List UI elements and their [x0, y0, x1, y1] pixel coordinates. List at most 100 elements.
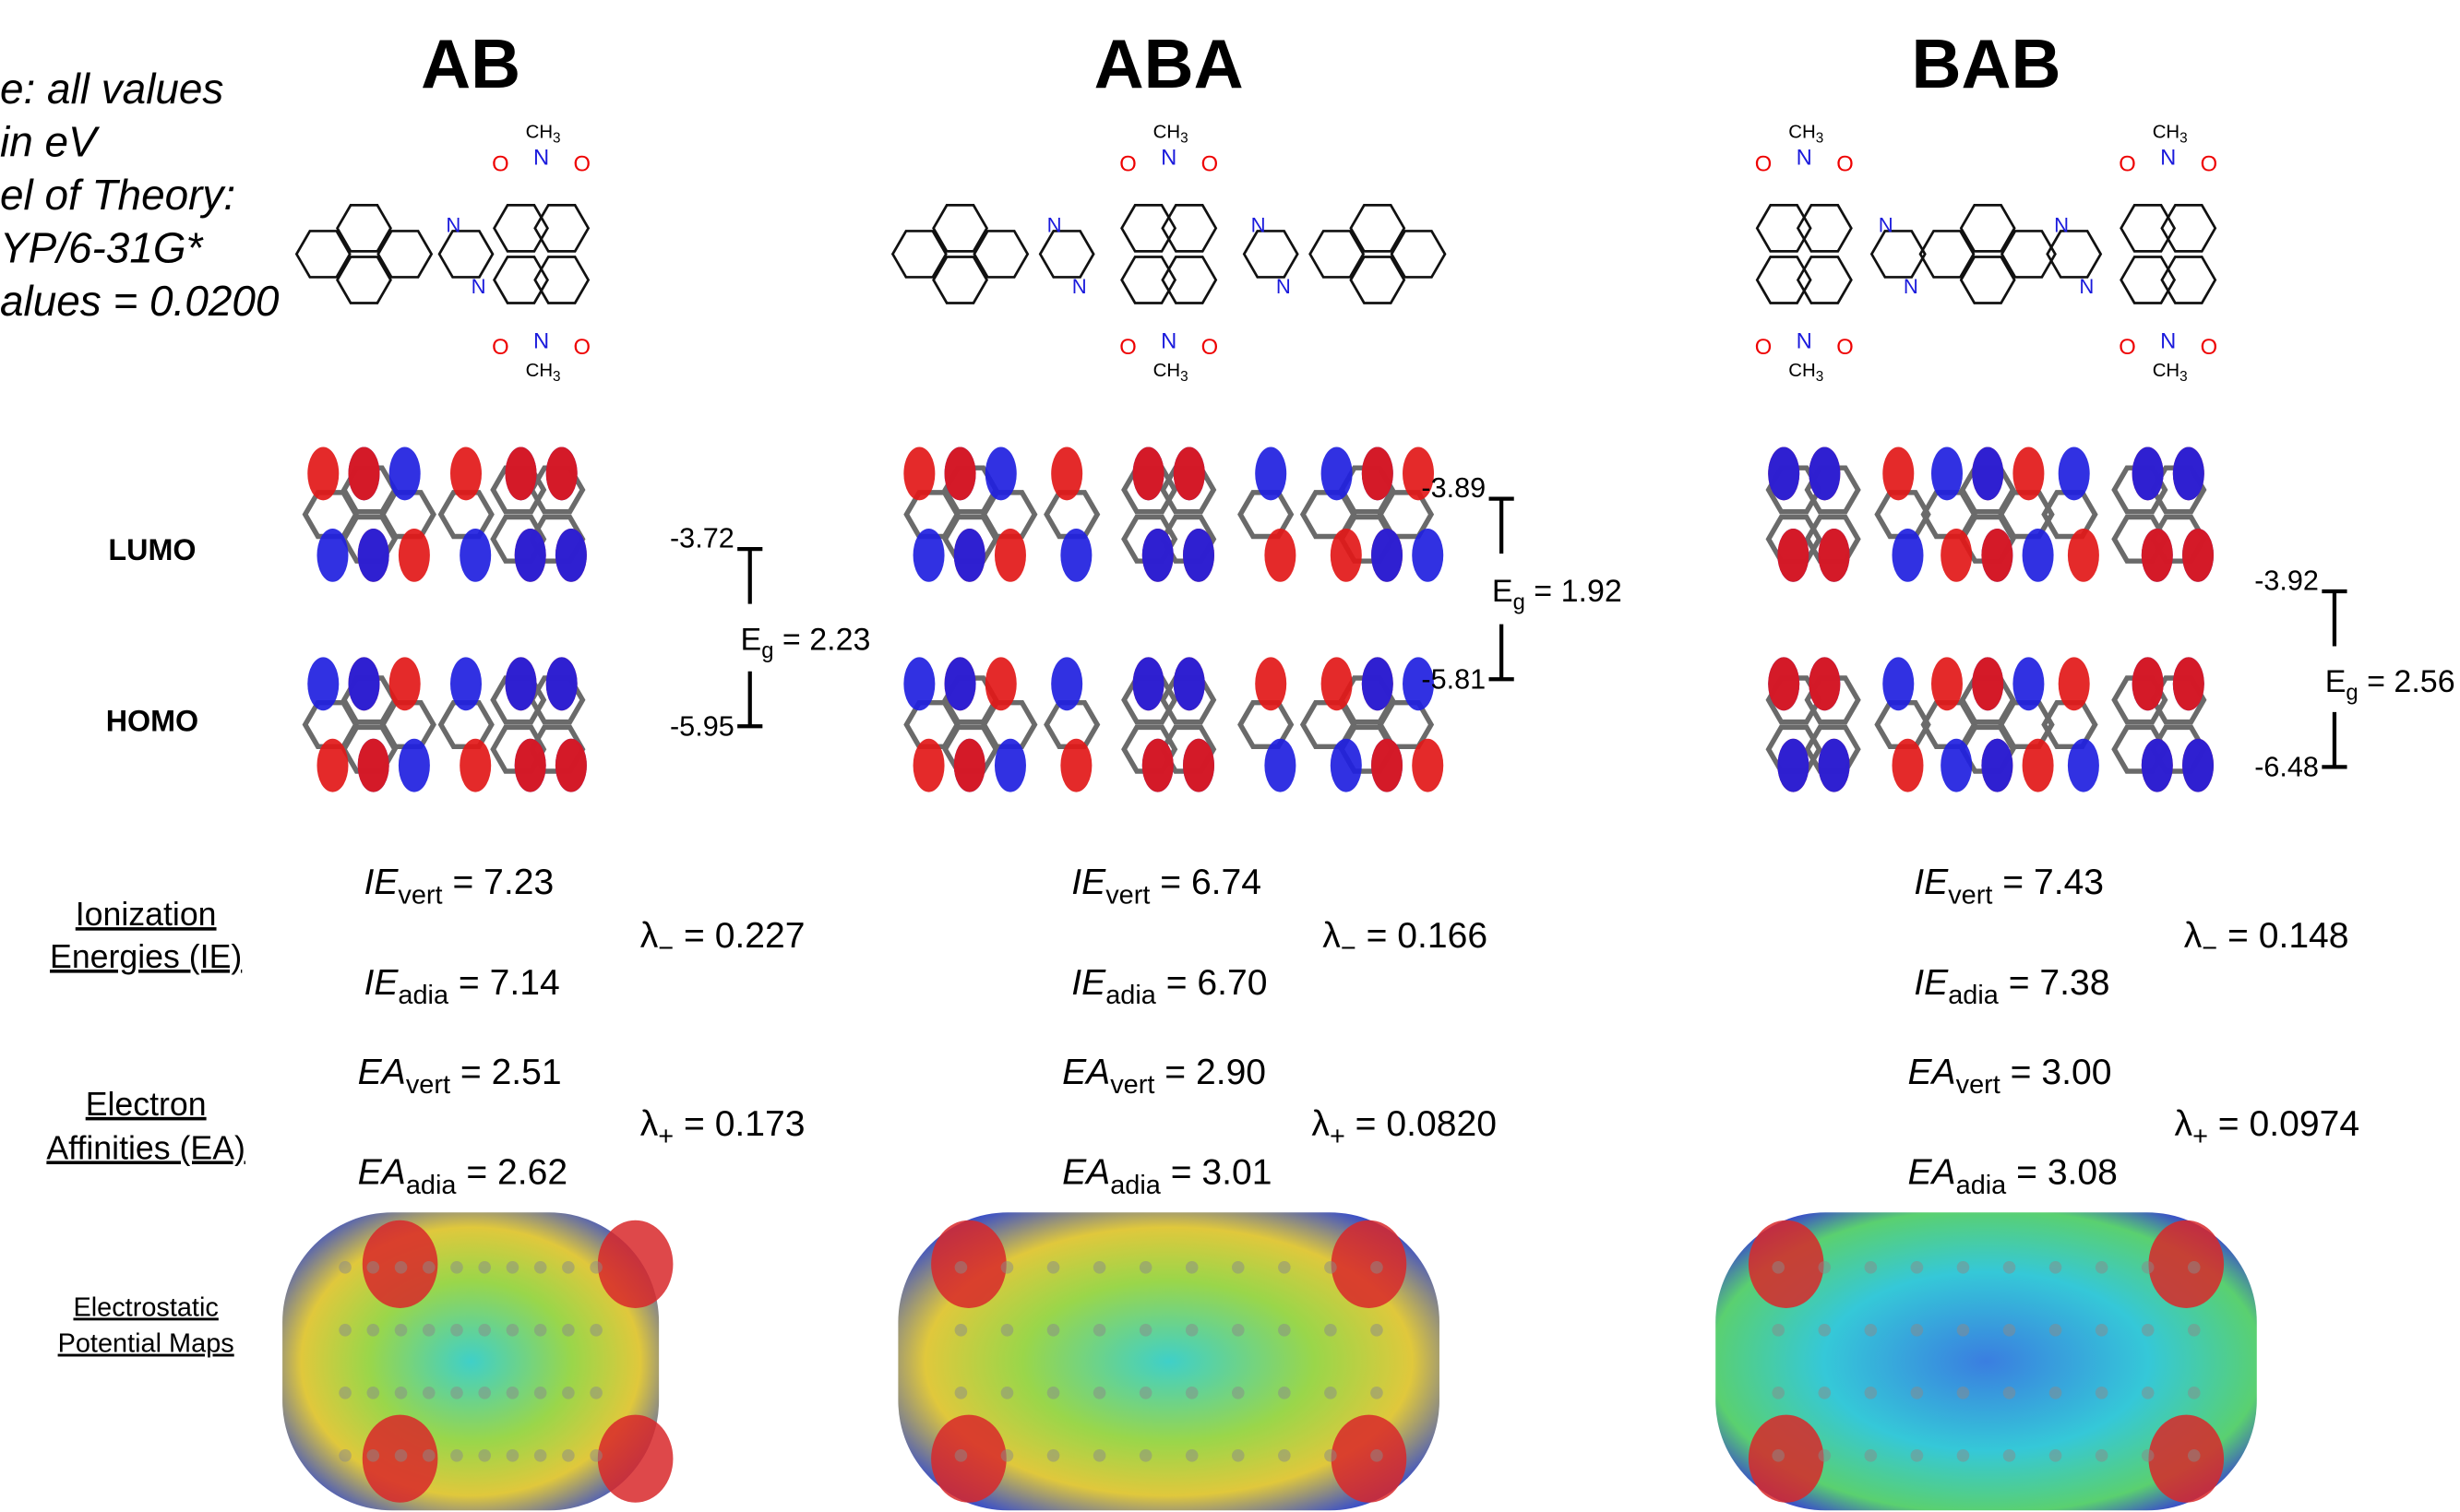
esp-atom	[2003, 1324, 2016, 1337]
ring	[2162, 205, 2215, 251]
esp-atom	[339, 1261, 352, 1274]
row-label: Energies (IE)	[50, 938, 242, 975]
note-line: YP/6-31G*	[0, 224, 205, 272]
energy-value: 3.08	[2048, 1153, 2118, 1193]
orbital-lobe	[995, 529, 1026, 582]
esp-atom	[339, 1387, 352, 1399]
orbital-lobe	[995, 739, 1026, 792]
esp-atom	[507, 1449, 519, 1462]
esp-atom	[1324, 1387, 1337, 1399]
energy-line: IEvert = 6.74	[1071, 863, 1261, 910]
energy-line: EAadia = 3.08	[1907, 1153, 2117, 1200]
reorg-line: λ+ = 0.0974	[2175, 1104, 2360, 1151]
esp-atom	[2188, 1261, 2201, 1274]
note-line: alues = 0.0200	[0, 277, 280, 325]
orbital-lobe	[1255, 657, 1286, 710]
atom-label: O	[492, 151, 509, 176]
energy-value: 6.70	[1197, 963, 1267, 1003]
reorg-line: λ+ = 0.0820	[1311, 1104, 1497, 1151]
energy-line: EAvert = 2.90	[1062, 1053, 1266, 1100]
atom-label: N	[2079, 275, 2094, 298]
esp-atom	[450, 1324, 463, 1337]
orbital-lobe	[985, 657, 1017, 710]
orbital-lobe	[1371, 529, 1403, 582]
esp-atom	[395, 1261, 408, 1274]
reorg-line: λ− = 0.166	[1322, 916, 1487, 963]
homo-energy: -6.48	[2254, 752, 2319, 783]
esp-atom	[2142, 1324, 2155, 1337]
atom-sub: 3	[2179, 369, 2188, 385]
energy-line: IEadia = 7.14	[364, 963, 559, 1010]
orbital-lobe	[1183, 529, 1214, 582]
esp-atom	[1047, 1387, 1060, 1399]
orbital-lobe	[1768, 657, 1799, 710]
orbital-lobe	[506, 447, 537, 501]
reorg-sub: +	[658, 1122, 674, 1151]
orbital-lobe	[945, 657, 976, 710]
esp-atom	[507, 1324, 519, 1337]
orbital-lobe	[399, 529, 430, 582]
orbital-lobe	[903, 447, 935, 501]
esp-atom	[1865, 1324, 1878, 1337]
energy-eq: =	[1154, 1053, 1196, 1092]
esp-atom	[2142, 1449, 2155, 1462]
row-label: Ionization	[76, 896, 217, 933]
esp-atom	[339, 1324, 352, 1337]
row-label: HOMO	[106, 704, 198, 737]
esp-atom	[2096, 1387, 2108, 1399]
lumo-energy: -3.92	[2254, 565, 2319, 596]
esp-atom	[2188, 1449, 2201, 1462]
reorg-line: λ− = 0.227	[640, 916, 806, 963]
energy-value: 3.01	[1201, 1153, 1272, 1193]
atom-sub: 3	[1180, 131, 1188, 147]
esp-atom	[1232, 1324, 1245, 1337]
energy-line: EAadia = 2.62	[358, 1153, 567, 1200]
gap-sub: g	[2346, 680, 2358, 705]
esp-atom	[1093, 1449, 1106, 1462]
esp-atom	[2096, 1261, 2108, 1274]
atom-label: CH3	[1788, 123, 1823, 147]
esp-atom	[1818, 1324, 1831, 1337]
esp-atom	[1186, 1261, 1199, 1274]
orbital-lobe	[450, 447, 482, 501]
ring	[2121, 205, 2175, 251]
energy-sub: vert	[398, 880, 442, 910]
gap-value: 2.23	[809, 623, 870, 658]
esp-atom	[2049, 1387, 2062, 1399]
atom-label: O	[1119, 335, 1137, 360]
reorg-sub: −	[2202, 934, 2217, 963]
atom-label: CH3	[1153, 123, 1188, 147]
lumo-energy: -3.89	[1421, 472, 1486, 504]
esp-atom	[562, 1261, 575, 1274]
energy-sub: adia	[398, 981, 449, 1010]
reorg-sub: +	[2192, 1122, 2208, 1151]
esp-lobe	[931, 1220, 1007, 1308]
esp-lobe	[598, 1220, 674, 1308]
esp-atom	[1957, 1261, 1970, 1274]
energy-eq: =	[450, 1053, 492, 1092]
ring	[495, 205, 548, 251]
orbital-lobe	[1321, 657, 1353, 710]
energy-sub: adia	[1110, 1171, 1162, 1200]
orbital-lobe	[2059, 447, 2090, 501]
esp-atom	[1232, 1387, 1245, 1399]
orbital-lobe	[2173, 447, 2204, 501]
orbital-lobe	[389, 447, 421, 501]
orbital-lobe	[1183, 739, 1214, 792]
esp-atom	[1047, 1324, 1060, 1337]
energy-eq: =	[443, 863, 484, 902]
orbital-lobe	[1777, 529, 1809, 582]
reorg-eq: =	[674, 916, 715, 956]
atom-label: O	[1755, 335, 1773, 360]
esp-lobe	[931, 1415, 1007, 1503]
esp-atom	[478, 1261, 491, 1274]
esp-atom	[562, 1324, 575, 1337]
esp-atom	[1911, 1387, 1924, 1399]
orbital-lobe	[1371, 739, 1403, 792]
atom-label: N	[533, 146, 549, 171]
orbital-lobe	[1941, 739, 1972, 792]
ring	[378, 231, 432, 277]
esp-atom	[367, 1449, 380, 1462]
atom-label: CH3	[1788, 361, 1823, 385]
esp-atom	[1140, 1261, 1152, 1274]
